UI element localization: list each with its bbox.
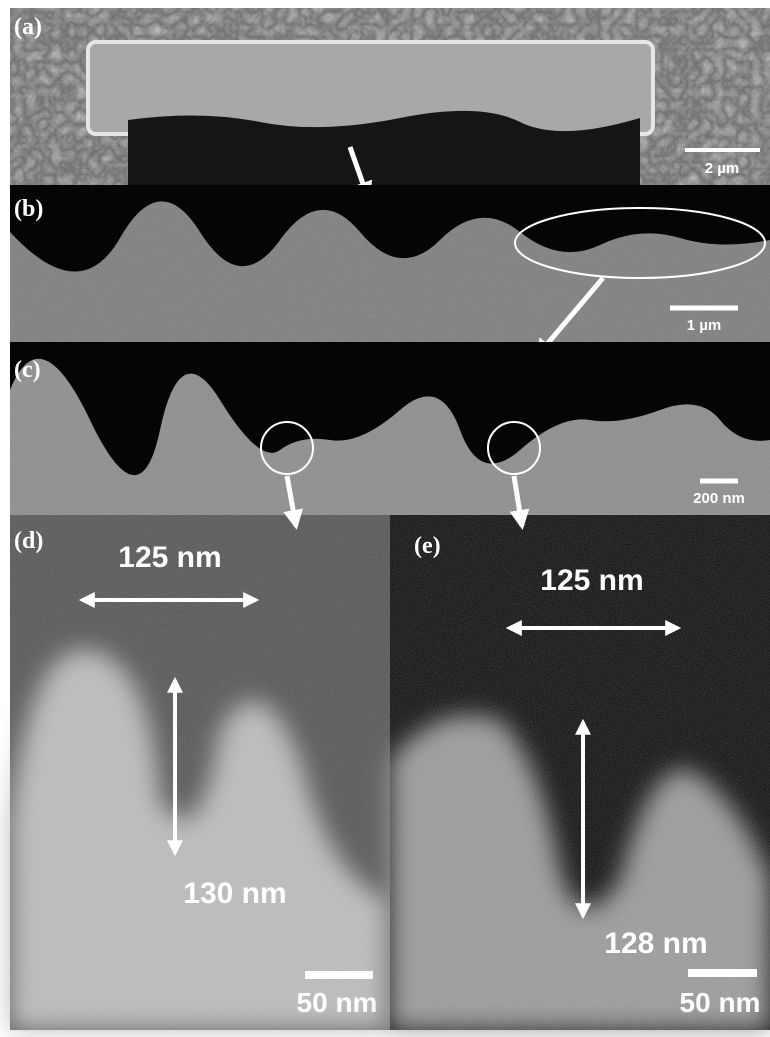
panel-d: 125 nm 130 nm 50 nm (d) bbox=[10, 515, 390, 1030]
width-label: 125 nm bbox=[118, 541, 221, 574]
panel-label: (c) bbox=[14, 357, 41, 383]
height-label: 130 nm bbox=[183, 877, 286, 910]
scale-bar-label: 50 nm bbox=[297, 987, 378, 1018]
panel-label: (b) bbox=[14, 196, 43, 222]
texture bbox=[10, 515, 390, 1030]
scale-bar-label: 200 nm bbox=[693, 490, 745, 507]
panel-label: (e) bbox=[414, 533, 441, 559]
panel-e: 125 nm 128 nm 50 nm (e) bbox=[390, 515, 770, 1030]
panel-b: 1 µm (b) bbox=[10, 185, 770, 342]
width-label: 125 nm bbox=[540, 564, 643, 597]
scale-bar-label: 2 µm bbox=[705, 160, 740, 177]
scale-bar-label: 50 nm bbox=[680, 987, 761, 1018]
panel-a: 2 µm (a) bbox=[10, 8, 770, 198]
scale-bar-label: 1 µm bbox=[687, 317, 722, 334]
panel-label: (d) bbox=[14, 528, 43, 554]
panel-c: 200 nm (c) bbox=[10, 342, 770, 515]
page: 2 µm (a) 1 µm (b) 200 nm (c) 125 nm 130 … bbox=[0, 0, 770, 1037]
figure: 2 µm (a) 1 µm (b) 200 nm (c) 125 nm 130 … bbox=[0, 0, 770, 1037]
height-label: 128 nm bbox=[604, 927, 707, 960]
panel-label: (a) bbox=[14, 14, 42, 40]
